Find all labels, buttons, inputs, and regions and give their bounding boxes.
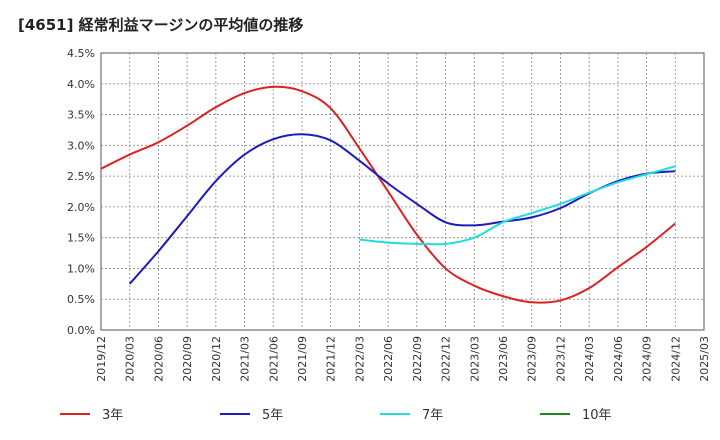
legend-item: 10年 (540, 408, 612, 423)
legend-label: 5年 (262, 408, 283, 423)
x-tick-label: 2020/12 (210, 336, 223, 382)
x-tick-label: 2021/09 (296, 336, 309, 382)
legend-label: 7年 (422, 408, 443, 423)
x-tick-label: 2020/06 (152, 336, 165, 382)
legend-item: 7年 (380, 408, 443, 423)
x-tick-label: 2023/03 (468, 336, 481, 382)
y-tick-label: 1.0% (67, 262, 95, 275)
chart-title: [4651] 経常利益マージンの平均値の推移 (18, 16, 304, 34)
x-tick-label: 2019/12 (95, 336, 108, 382)
grid (100, 52, 705, 331)
x-tick-label: 2024/09 (641, 336, 654, 382)
x-tick-label: 2022/03 (353, 336, 366, 382)
series-line-1 (100, 85, 676, 304)
x-tick-label: 2020/09 (181, 336, 194, 382)
y-tick-label: 3.0% (67, 139, 95, 152)
x-tick-label: 2021/12 (325, 336, 338, 382)
y-tick-label: 1.5% (67, 232, 95, 245)
y-tick-label: 0.0% (67, 324, 95, 337)
series-line-3 (359, 165, 676, 246)
x-tick-label: 2025/03 (698, 336, 711, 382)
x-tick-label: 2023/12 (554, 336, 567, 382)
x-tick-label: 2023/09 (526, 336, 539, 382)
x-tick-label: 2024/06 (612, 336, 625, 382)
x-tick-label: 2022/12 (440, 336, 453, 382)
x-tick-label: 2021/03 (239, 336, 252, 382)
y-tick-label: 2.0% (67, 201, 95, 214)
series-lines (100, 85, 676, 304)
y-tick-label: 4.0% (67, 78, 95, 91)
x-tick-label: 2021/06 (267, 336, 280, 382)
legend-label: 3年 (102, 408, 123, 423)
x-tick-label: 2022/09 (411, 336, 424, 382)
y-tick-label: 0.5% (67, 293, 95, 306)
x-tick-label: 2023/06 (497, 336, 510, 382)
legend-label: 10年 (582, 408, 612, 423)
y-tick-label: 3.5% (67, 109, 95, 122)
plot-area (100, 52, 705, 331)
x-tick-label: 2022/06 (382, 336, 395, 382)
legend-item: 3年 (60, 408, 123, 423)
legend: 3年 5年 7年 10年 (60, 408, 612, 423)
x-tick-label: 2024/12 (669, 336, 682, 382)
axes: 0.0% 0.5% 1.0% 1.5% 2.0% 2.5% 3.0% 3.5% 4.0% 4.5%… (67, 47, 711, 382)
y-tick-label: 2.5% (67, 170, 95, 183)
y-tick-label: 4.5% (67, 47, 95, 60)
x-tick-label: 2020/03 (124, 336, 137, 382)
x-tick-label: 2024/03 (583, 336, 596, 382)
legend-item: 5年 (220, 408, 283, 423)
